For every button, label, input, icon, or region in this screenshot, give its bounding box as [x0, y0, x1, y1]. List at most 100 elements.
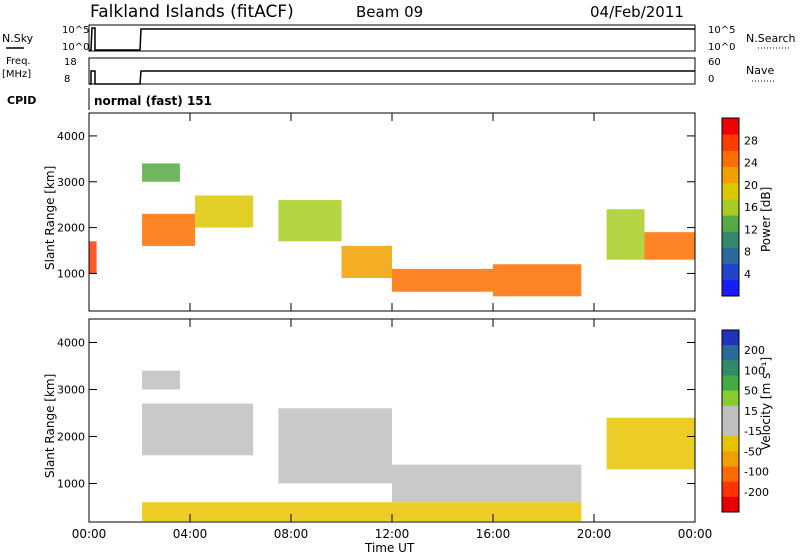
colorbar-swatch [722, 360, 739, 376]
power-colorbar: 4 8 12 16 20 24 28 [721, 117, 758, 297]
power-echo-band-0 [89, 241, 97, 274]
velocity-colorbar-tick: -200 [744, 486, 769, 499]
date-label: 04/Feb/2011 [590, 3, 684, 21]
x-tick-label-5: 20:00 [577, 527, 612, 541]
colorbar-swatch [722, 436, 739, 452]
velocity-echo-bands [142, 370, 695, 522]
velocity-colorbar-title: Velocity [m s⁻¹] [759, 357, 773, 450]
colorbar-swatch [722, 198, 739, 216]
colorbar-swatch [722, 496, 739, 513]
freq-panel: Freq. [MHz] 18 8 60 0 Nave [2, 56, 776, 85]
cpid-label: CPID [7, 94, 36, 107]
colorbar-swatch [722, 451, 739, 467]
velocity-echo-band-4 [606, 417, 695, 470]
nsky-bottom-tick: 10^0 [62, 42, 89, 53]
nsearch-top-tick: 10^5 [708, 25, 735, 36]
power-colorbar-title: Power [dB] [759, 187, 773, 252]
y-tick-label-2: 3000 [57, 176, 85, 189]
velocity-echo-band-1 [142, 370, 180, 390]
colorbar-swatch [722, 215, 739, 232]
x-tick-label-2: 08:00 [274, 527, 309, 541]
colorbar-swatch [722, 330, 739, 346]
y-tick-label-2: 3000 [57, 383, 85, 396]
x-tick-label-3: 12:00 [375, 527, 410, 541]
x-tick-label-4: 16:00 [476, 527, 511, 541]
freq-label: Freq. [6, 56, 31, 67]
colorbar-swatch [722, 150, 739, 168]
velocity-echo-band-0 [142, 403, 254, 456]
y-tick-label-0: 1000 [57, 477, 85, 490]
nave-label: Nave [746, 64, 774, 77]
power-echo-band-4 [278, 200, 342, 242]
power-y-axis: 1000 2000 3000 4000 [57, 130, 695, 280]
power-colorbar-tick: 16 [744, 201, 758, 214]
cpid-value: normal (fast) 151 [94, 94, 212, 108]
colorbar-swatch [722, 182, 739, 200]
colorbar-swatch [722, 421, 739, 437]
time-axis: 00:00 04:00 08:00 12:00 16:00 20:00 00:00 [72, 113, 713, 541]
power-colorbar-tick: 4 [744, 268, 751, 281]
station-title: Falkland Islands (fitACF) [90, 2, 294, 22]
nsearch-label: N.Search [746, 32, 796, 45]
beam-label: Beam 09 [356, 3, 423, 21]
colorbar-swatch [722, 375, 739, 392]
velocity-colorbar-tick: 15 [744, 405, 758, 418]
x-tick-label-0: 00:00 [72, 527, 107, 541]
velocity-colorbar-tick: -15 [744, 425, 762, 438]
colorbar-swatch [722, 166, 739, 184]
power-echo-band-5 [341, 245, 392, 278]
nsky-top-tick: 10^5 [62, 25, 89, 36]
colorbar-swatch [722, 263, 739, 281]
power-colorbar-tick: 28 [744, 134, 758, 147]
velocity-panel: 1000 2000 3000 4000 Slant Range [km] [43, 318, 696, 523]
velocity-colorbar-tick: -50 [744, 445, 762, 458]
freq-bottom-tick: 8 [64, 74, 70, 85]
velocity-colorbar: 200 100 50 15 -15 -50 -100 -200 [721, 329, 769, 513]
x-tick-label-1: 04:00 [173, 527, 208, 541]
power-colorbar-tick: 8 [744, 246, 751, 259]
colorbar-swatch [722, 405, 739, 422]
y-tick-label-3: 4000 [57, 336, 85, 349]
time-axis-label: Time UT [364, 541, 415, 554]
velocity-y-axis: 1000 2000 3000 4000 [57, 336, 695, 490]
colorbar-swatch [722, 390, 739, 407]
colorbar-swatch [722, 466, 739, 483]
power-ylabel: Slant Range [km] [43, 166, 57, 270]
velocity-colorbar-tick: -100 [744, 466, 769, 479]
velocity-colorbar-tick: 200 [744, 344, 765, 357]
power-echo-band-2 [195, 195, 254, 228]
nsearch-bottom-tick: 10^0 [708, 42, 735, 53]
velocity-colorbar-tick: 50 [744, 385, 758, 398]
colorbar-swatch [722, 118, 739, 135]
power-colorbar-tick: 20 [744, 179, 758, 192]
power-echo-band-9 [644, 232, 695, 260]
velocity-echo-band-5 [142, 502, 582, 522]
colorbar-swatch [722, 279, 739, 297]
colorbar-swatch [722, 134, 739, 151]
velocity-echo-band-3 [392, 464, 582, 503]
power-echo-band-3 [142, 163, 180, 182]
colorbar-swatch [722, 481, 739, 498]
y-tick-label-1: 2000 [57, 430, 85, 443]
x-tick-label-6: 00:00 [678, 527, 713, 541]
power-panel: 1000 2000 3000 4000 Slant Range [km] [43, 112, 696, 312]
power-echo-band-6 [392, 268, 493, 292]
power-echo-band-8 [606, 209, 645, 260]
y-tick-label-3: 4000 [57, 130, 85, 143]
y-tick-label-0: 1000 [57, 267, 85, 280]
colorbar-swatch [722, 247, 739, 265]
freq-top-tick: 18 [64, 57, 77, 68]
power-colorbar-tick: 24 [744, 157, 758, 170]
nave-bottom-tick: 0 [708, 74, 714, 85]
nsky-panel: N.Sky 10^5 10^0 10^5 10^0 N.Search [2, 24, 796, 53]
velocity-ylabel: Slant Range [km] [43, 374, 57, 478]
velocity-echo-band-2 [278, 408, 392, 484]
freq-unit-label: [MHz] [2, 69, 31, 80]
power-echo-bands [89, 163, 695, 297]
nsky-label: N.Sky [2, 32, 34, 45]
y-tick-label-1: 2000 [57, 222, 85, 235]
power-echo-band-1 [142, 213, 196, 246]
colorbar-swatch [722, 345, 739, 361]
power-echo-band-7 [493, 264, 582, 297]
